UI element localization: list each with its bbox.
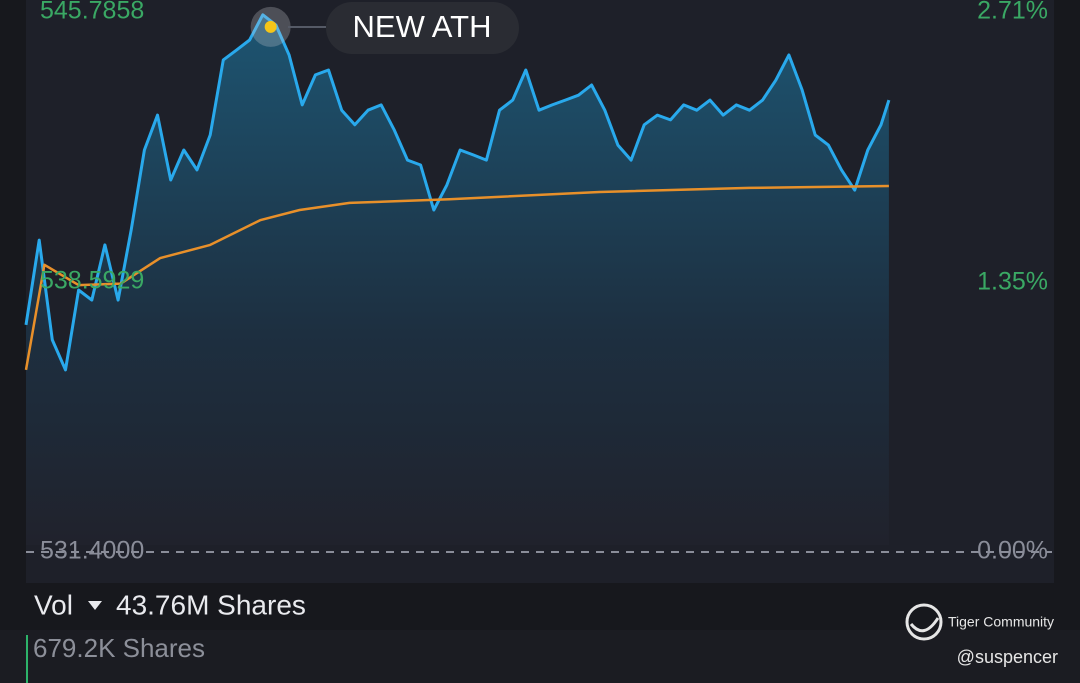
y2-tick-label: 0.00% [977, 537, 1048, 565]
watermark-logo [905, 603, 943, 641]
price-area [26, 14, 889, 546]
y2-tick-label: 1.35% [977, 268, 1048, 296]
y-tick-label: 538.5929 [40, 267, 144, 295]
plot-layer: 531.4000 538.5929 545.7858 0.00% 1.35% 2.71% [24, 0, 1052, 565]
y-tick-label: 545.7858 [40, 0, 144, 25]
volume-current: 679.2K Shares [33, 633, 205, 663]
average-line [24, 184, 889, 371]
watermark-brand: Tiger Community [948, 614, 1054, 630]
volume-label: Vol [34, 589, 73, 620]
annotation-label: NEW ATH [353, 9, 492, 44]
y2-tick-label: 2.71% [977, 0, 1048, 25]
y-tick-label: 531.4000 [40, 537, 144, 565]
watermark-user: @suspencer [957, 647, 1058, 667]
annotation-pill [326, 2, 519, 54]
dropdown-icon[interactable] [88, 601, 102, 610]
volume-total: 43.76M Shares [116, 589, 306, 620]
annotation-point [264, 20, 277, 33]
price-line [24, 13, 891, 372]
volume-area [0, 630, 1080, 683]
